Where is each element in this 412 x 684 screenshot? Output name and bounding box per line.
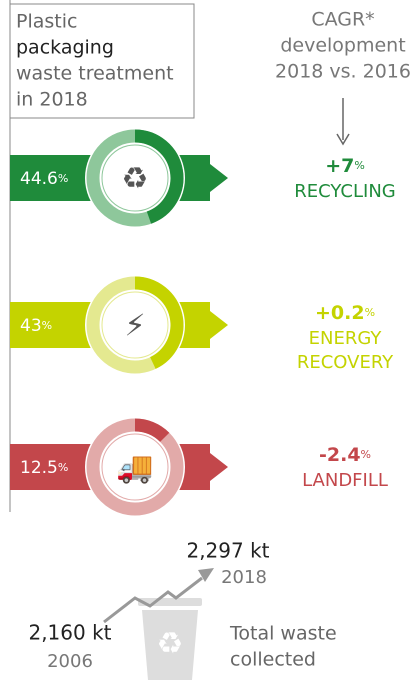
change: +7% — [325, 155, 365, 177]
title-line: Plastic — [16, 11, 77, 33]
share-value: 44.6 — [20, 169, 58, 189]
change: -2.4% — [319, 444, 371, 466]
share-arc — [134, 418, 170, 443]
caption: Total waste — [229, 623, 337, 645]
change-value: +7 — [325, 155, 354, 177]
start-value: 2,160 kt — [28, 621, 111, 645]
row-label: RECOVERY — [297, 352, 394, 373]
change-value: +0.2 — [315, 302, 365, 324]
caption: collected — [230, 649, 316, 671]
arrow-head — [336, 133, 350, 146]
trend-arrow — [198, 568, 214, 582]
title-line: waste treatment — [16, 63, 174, 85]
row-label: RECYCLING — [294, 181, 395, 202]
bin: ♻ — [138, 598, 202, 680]
change-unit: % — [361, 448, 371, 461]
share-unit: % — [58, 461, 68, 474]
cagr-header: CAGR* — [311, 9, 374, 31]
band-arrow — [210, 311, 228, 339]
share-value: 43 — [20, 316, 42, 336]
row-label: LANDFILL — [302, 470, 388, 491]
share-label: 12.5% — [20, 458, 68, 478]
icon: ♻ — [122, 162, 149, 197]
ring-inner — [101, 433, 169, 501]
share-arc — [134, 276, 184, 369]
title-line: in 2018 — [16, 89, 88, 111]
share-label: 43% — [20, 316, 52, 336]
icon: ⚡ — [124, 309, 145, 344]
share-value: 12.5 — [20, 458, 58, 478]
icon: 🚚 — [116, 451, 153, 486]
share-unit: % — [42, 319, 52, 332]
share-unit: % — [58, 172, 68, 185]
ring-inner — [101, 291, 169, 359]
start-year: 2006 — [47, 651, 93, 672]
band-arrow — [210, 164, 228, 192]
row-label: ENERGY — [309, 328, 383, 349]
svg-text:♻: ♻ — [157, 627, 184, 662]
end-value: 2,297 kt — [186, 539, 269, 563]
cagr-header: development — [280, 35, 405, 57]
ring-inner — [101, 144, 169, 212]
band-arrow — [210, 453, 228, 481]
cagr-header: 2018 vs. 2016 — [275, 61, 411, 83]
change-value: -2.4 — [319, 444, 361, 466]
title-box — [9, 3, 195, 119]
share-arc — [134, 129, 184, 224]
change: +0.2% — [315, 302, 375, 324]
end-year: 2018 — [221, 567, 267, 588]
change-unit: % — [354, 159, 364, 172]
share-label: 44.6% — [20, 169, 68, 189]
change-unit: % — [365, 306, 375, 319]
title-line: packaging — [16, 37, 114, 59]
trend-line — [103, 576, 203, 624]
